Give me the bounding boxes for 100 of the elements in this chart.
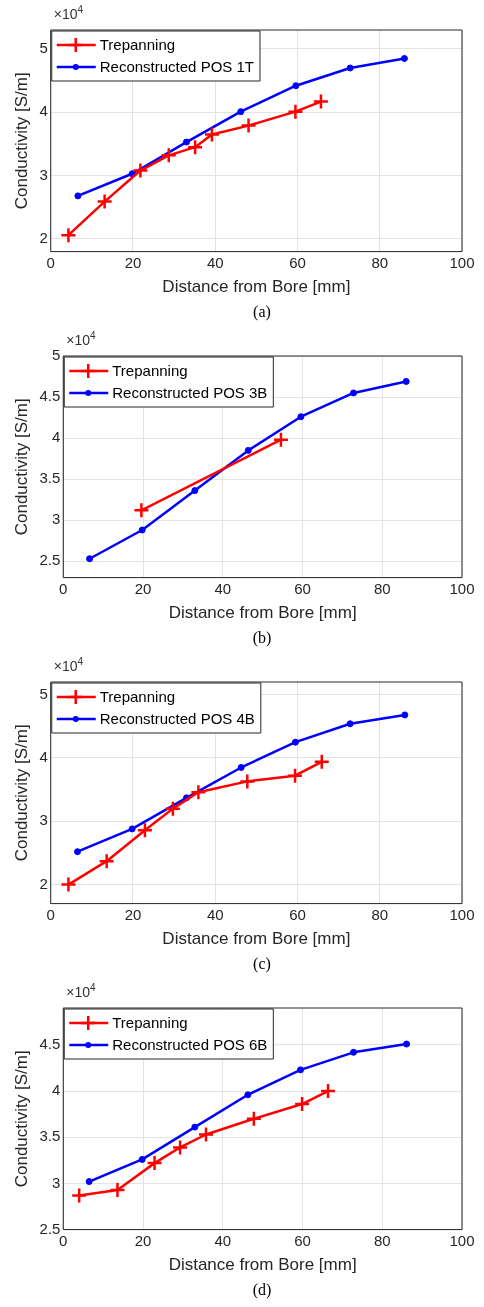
text: ×10$^{4}$ [53,656,84,674]
point [96,193,113,210]
point [164,800,182,817]
x-tick-label: 40 [206,905,224,923]
point [287,103,304,120]
point [240,117,257,134]
point [244,446,252,454]
y-tick-label: 5 [51,346,61,364]
x-tick-label: 20 [124,905,142,923]
x-tick-label: 0 [46,905,55,923]
legend-label: Reconstructed POS 3B [112,384,268,402]
x-tick-label: 40 [206,253,224,271]
point [402,377,410,385]
point [292,82,300,90]
x-tick-label: 20 [134,579,152,597]
x-axis-title: Distance from Bore [mm] [162,277,351,297]
point [171,1139,189,1156]
point [98,852,115,870]
x-axis-title: Distance from Bore [mm] [162,929,351,949]
point [346,720,354,728]
y-tick-label: 4.5 [39,387,61,405]
point [403,1040,411,1048]
y-tick-label: 3 [39,165,48,183]
y-tick-label: 3.5 [39,1127,61,1145]
point [244,1091,252,1099]
x-tick-label: 100 [449,905,475,923]
y-tick-label: 3 [39,811,48,829]
x-tick-label: 100 [449,1231,475,1249]
text: (d) [251,1280,273,1301]
x-tick-label: 80 [373,1231,391,1249]
x-tick-label: 80 [371,253,389,271]
point [86,555,94,563]
text: ×10$^{4}$ [53,4,84,22]
point [191,487,199,495]
point [197,1126,215,1143]
point [291,738,299,746]
point [109,1181,126,1199]
x-tick-label: 0 [59,579,68,597]
x-tick-label: 100 [449,253,475,271]
point [138,1155,146,1163]
point [319,1082,337,1100]
point [138,526,146,534]
point [401,711,409,719]
point [272,431,290,448]
y-tick-label: 3 [51,510,61,528]
point [297,413,305,421]
y-tick-label: 2 [39,874,48,892]
y-tick-label: 5 [39,39,48,57]
point [136,821,154,839]
point [70,1187,88,1204]
legend-label: Reconstructed POS 6B [112,1036,268,1054]
legend-label: Reconstructed POS 1T [99,58,254,76]
x-tick-label: 60 [289,253,306,271]
x-tick-label: 40 [214,1231,232,1249]
point [186,138,204,156]
point [293,1095,311,1113]
y-tick-label: 4 [39,102,48,120]
x-tick-label: 60 [289,905,306,923]
x-tick-label: 0 [59,1231,68,1249]
x-tick-label: 80 [373,579,391,597]
point [239,773,256,790]
y-axis-title: Conductivity [S/m] [11,398,31,536]
y-tick-label: 4 [51,428,61,446]
x-axis-title: Distance from Bore [mm] [168,1255,357,1275]
legend-label: Trepanning [112,1014,188,1032]
point [286,767,304,784]
point [160,147,178,164]
point [146,1154,163,1172]
point [346,64,354,72]
y-tick-label: 2 [39,229,48,247]
text: (b) [251,628,273,649]
y-tick-label: 5 [39,684,48,702]
y-tick-label: 3.5 [39,469,61,487]
point [85,1178,93,1186]
y-tick-label: 2.5 [39,551,61,569]
point [73,848,81,856]
y-tick-label: 3 [51,1173,61,1191]
point [60,226,77,244]
text: (c) [252,954,272,975]
point [350,389,358,397]
point [313,753,331,771]
point [245,1110,263,1128]
point [350,1048,358,1056]
legend-label: Trepanning [99,36,176,54]
point [74,192,82,200]
point [133,502,150,519]
point [297,1066,305,1074]
point [60,876,77,893]
y-tick-label: 2.5 [39,1219,61,1237]
x-tick-label: 60 [294,579,311,597]
y-axis-title: Conductivity [S/m] [11,724,31,862]
legend-label: Trepanning [112,362,188,380]
point [312,93,330,110]
y-tick-label: 4.5 [39,1035,61,1053]
point [190,783,207,801]
x-tick-label: 20 [124,253,142,271]
text: (a) [252,302,272,323]
x-tick-label: 60 [294,1231,311,1249]
point [182,138,190,146]
y-axis-title: Conductivity [S/m] [11,1050,31,1188]
